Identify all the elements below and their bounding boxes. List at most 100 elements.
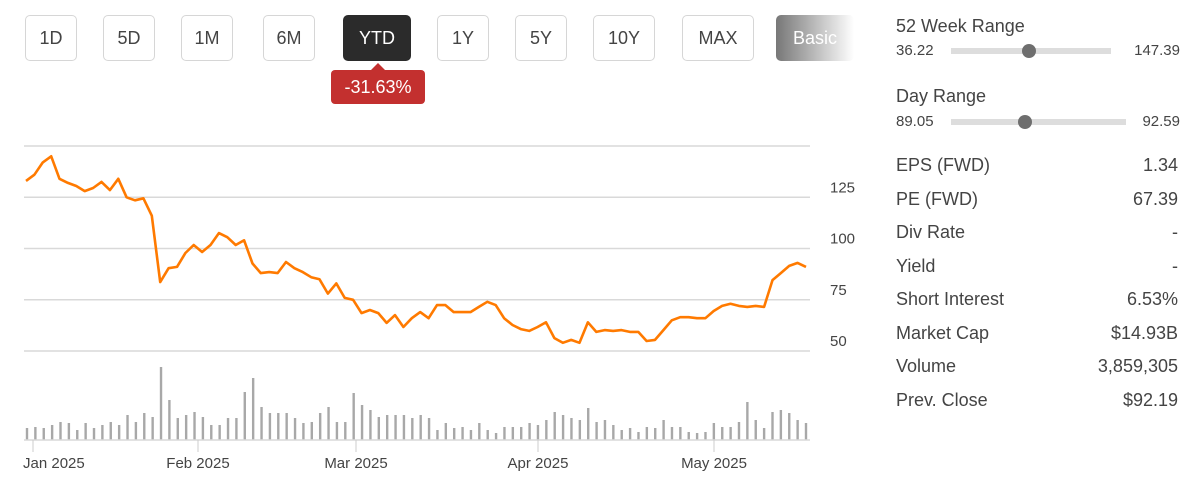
- volume-bar: [628, 428, 632, 440]
- volume-bar: [76, 430, 79, 440]
- volume-bar: [704, 432, 707, 440]
- volume-bar: [84, 423, 87, 440]
- x-axis-label: Feb 2025: [166, 455, 229, 472]
- volume-bar: [578, 420, 582, 440]
- stat-row: EPS (FWD) 1.34: [896, 155, 1178, 176]
- volume-bar: [143, 413, 146, 440]
- volume-bar: [201, 417, 205, 440]
- stat-label: Yield: [896, 255, 936, 276]
- volume-bar: [670, 427, 674, 440]
- volume-bar: [436, 430, 439, 440]
- volume-bar: [50, 425, 54, 440]
- volume-bar: [302, 423, 305, 440]
- volume-bar: [25, 428, 29, 440]
- stat-label: PE (FWD): [896, 188, 978, 209]
- stat-label: Div Rate: [896, 222, 966, 242]
- volume-bar: [159, 367, 163, 440]
- volume-bar: [804, 423, 808, 440]
- day-range-bar: [951, 115, 1126, 129]
- x-axis-label: Jan 2025: [23, 455, 85, 472]
- volume-bar: [520, 427, 523, 440]
- volume-bar: [327, 407, 330, 440]
- volume-bar: [67, 423, 71, 440]
- volume-bar: [243, 392, 246, 440]
- week52-max: 147.39: [1134, 42, 1180, 59]
- volume-bar: [754, 420, 757, 440]
- volume-bar: [126, 415, 129, 440]
- volume-bar: [218, 425, 221, 440]
- volume-bar: [260, 407, 263, 440]
- price-chart: 125 100 75 50 Jan 2025 Feb 2025 Mar 2025 Apr 20…: [23, 145, 855, 472]
- week52-range-label: 52 Week Range: [896, 16, 1025, 36]
- volume-bar: [92, 428, 96, 440]
- volume-bar: [402, 415, 406, 440]
- volume-bar: [444, 423, 448, 440]
- volume-bar: [42, 428, 45, 440]
- volume-bar: [193, 412, 196, 440]
- volume-bar: [771, 412, 774, 440]
- volume-bar: [285, 413, 288, 440]
- volume-bar: [486, 430, 489, 440]
- change-badge: -31.63%: [331, 63, 425, 104]
- day-min: 89.05: [896, 113, 934, 130]
- volume-bar: [59, 422, 62, 440]
- volume-bar: [595, 422, 598, 440]
- volume-bar: [427, 418, 431, 440]
- volume-bar: [377, 417, 381, 440]
- stat-row: Div Rate -: [896, 222, 1178, 243]
- stat-value: 6.53%: [1126, 289, 1178, 309]
- volume-bar: [352, 393, 355, 440]
- range-1m-button[interactable]: 1M: [181, 15, 233, 61]
- range-10y-button[interactable]: 10Y: [593, 15, 655, 61]
- volume-bar: [612, 425, 615, 440]
- volume-bar: [411, 418, 414, 440]
- stat-row: Volume 3,859,305: [896, 356, 1178, 377]
- volume-bar: [553, 412, 556, 440]
- range-max-button[interactable]: MAX: [682, 15, 754, 61]
- range-6m-button[interactable]: 6M: [263, 15, 315, 61]
- volume-bar: [109, 422, 112, 440]
- stat-row: Short Interest 6.53%: [896, 289, 1178, 310]
- volume-bar: [528, 423, 531, 440]
- x-axis-label: May 2025: [681, 455, 747, 472]
- volume-bar: [101, 425, 104, 440]
- volume-bar: [503, 427, 506, 440]
- y-tick-label: 75: [830, 282, 847, 299]
- volume-bar: [344, 422, 347, 440]
- stat-value: 1.34: [1142, 155, 1178, 175]
- stat-label: EPS (FWD): [896, 155, 990, 175]
- range-1y-button[interactable]: 1Y: [437, 15, 489, 61]
- volume-bar: [536, 425, 540, 440]
- volume-bar: [226, 418, 230, 440]
- volume-bar: [494, 433, 498, 440]
- volume-bar: [712, 423, 716, 440]
- range-1d-button[interactable]: 1D: [25, 15, 77, 61]
- volume-bar: [721, 427, 724, 440]
- volume-bar: [654, 428, 657, 440]
- stat-value: $92.19: [1122, 389, 1178, 410]
- volume-bar: [603, 420, 607, 440]
- range-ytd-button[interactable]: YTD: [343, 15, 411, 61]
- range-5d-button[interactable]: 5D: [103, 15, 155, 61]
- volume-bar: [293, 418, 297, 440]
- stat-label: Market Cap: [896, 322, 990, 343]
- volume-bar: [369, 410, 372, 440]
- volume-bar: [561, 415, 565, 440]
- stat-value: 3,859,305: [1097, 356, 1178, 376]
- volume-bar: [687, 432, 690, 440]
- stat-label: Prev. Close: [896, 389, 988, 410]
- stat-label: Volume: [896, 356, 957, 376]
- basic-mode-button[interactable]: Basic: [776, 15, 854, 61]
- volume-bar: [419, 415, 422, 440]
- volume-bar: [385, 415, 389, 440]
- volume-bar: [645, 427, 649, 440]
- range-5y-button[interactable]: 5Y: [515, 15, 567, 61]
- stat-row: PE (FWD) 67.39: [896, 189, 1178, 210]
- day-range-label: Day Range: [896, 86, 987, 106]
- volume-bar: [662, 420, 665, 440]
- volume-bar: [737, 422, 741, 440]
- volume-bar: [310, 422, 313, 440]
- week52-range-bar: [951, 44, 1111, 58]
- volume-bar: [335, 422, 339, 440]
- stat-value: -: [1172, 222, 1178, 242]
